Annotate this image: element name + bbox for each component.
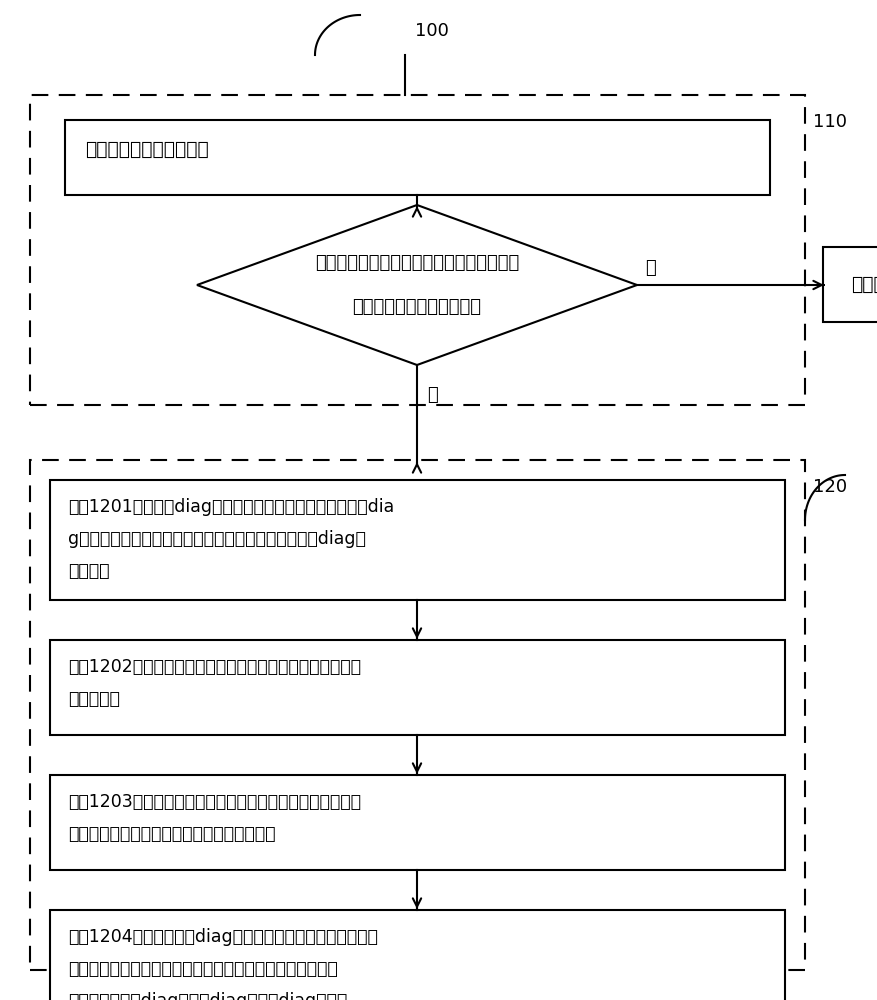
Text: 配置的最新测试diag文件的diag名称及diag版本。: 配置的最新测试diag文件的diag名称及diag版本。: [68, 992, 347, 1000]
Text: 否: 否: [645, 259, 655, 277]
Bar: [50, 480, 784, 600]
Text: 步骤1203，通过预先设置的解析程序，从测试扫描界面中输: 步骤1203，通过预先设置的解析程序，从测试扫描界面中输: [68, 793, 360, 811]
Bar: [30, 460, 804, 970]
Bar: [822, 247, 877, 322]
Bar: [65, 120, 769, 195]
Text: 结束。: 结束。: [850, 274, 877, 294]
Text: 入的信息中解析出待测板卡对应的配置信息。: 入的信息中解析出待测板卡对应的配置信息。: [68, 825, 275, 843]
Bar: [50, 640, 784, 735]
Bar: [50, 775, 784, 870]
Text: g文件在指定目录下的名称与在所述网络配置文件中的diag名: g文件在指定目录下的名称与在所述网络配置文件中的diag名: [68, 530, 366, 548]
Text: 判断所述网络配置文件中自动更新使能开关: 判断所述网络配置文件中自动更新使能开关: [315, 254, 518, 272]
Polygon shape: [196, 205, 637, 365]
Text: 100: 100: [415, 22, 448, 40]
Text: 配置信息。: 配置信息。: [68, 690, 120, 708]
Bar: [30, 95, 804, 405]
Text: 110: 110: [812, 113, 846, 131]
Text: 步骤1204，通过设置的diag版本比较程序，将解析程序解析: 步骤1204，通过设置的diag版本比较程序，将解析程序解析: [68, 928, 377, 946]
Text: 步骤1202，在预先设置的测试扫描界面上，输入待测板卡的: 步骤1202，在预先设置的测试扫描界面上，输入待测板卡的: [68, 658, 360, 676]
Text: 步骤1201，将测试diag文件存放到指定目录下，所述测试dia: 步骤1201，将测试diag文件存放到指定目录下，所述测试dia: [68, 498, 394, 516]
Text: 称一致。: 称一致。: [68, 562, 110, 580]
Text: 是: 是: [426, 386, 438, 404]
Text: 的当前状态是否为启用状态: 的当前状态是否为启用状态: [352, 298, 481, 316]
Bar: [50, 910, 784, 1000]
Text: 出来的信息去匹配检索网络配置文件，获取网络配置文件中: 出来的信息去匹配检索网络配置文件，获取网络配置文件中: [68, 960, 338, 978]
Text: 解析所述网络配置文件；: 解析所述网络配置文件；: [85, 140, 209, 159]
Text: 120: 120: [812, 478, 846, 496]
